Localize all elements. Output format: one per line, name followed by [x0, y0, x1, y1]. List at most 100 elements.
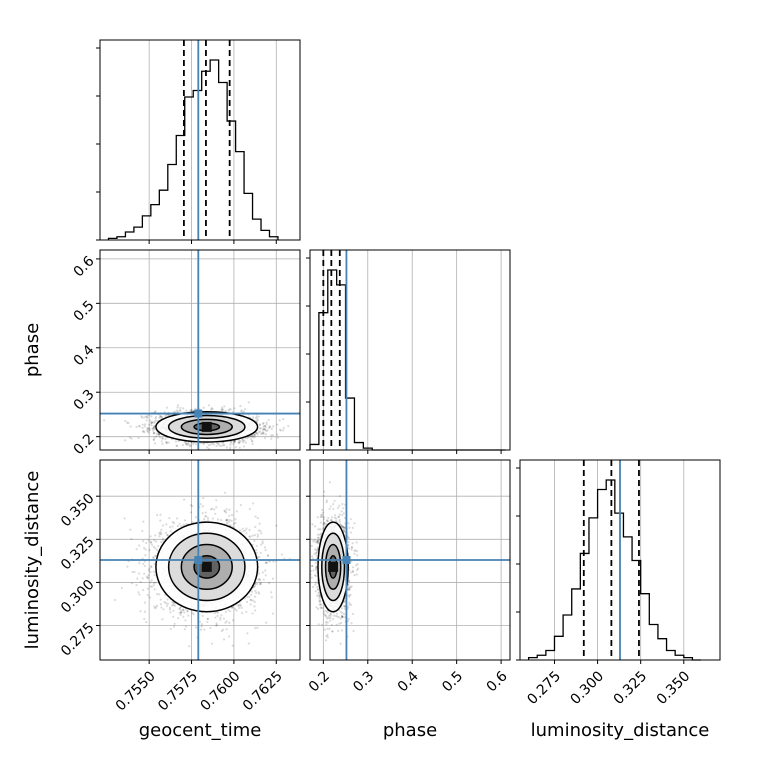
sample-point [243, 408, 247, 411]
sample-point [242, 440, 245, 444]
sample-point [153, 563, 156, 566]
sample-point [152, 432, 155, 435]
sample-point [145, 419, 148, 422]
sample-point [224, 621, 227, 624]
sample-point [270, 434, 273, 437]
sample-point [151, 427, 154, 430]
histogram-luminosity_distance [527, 479, 702, 661]
sample-point [225, 628, 228, 631]
sample-point [151, 420, 154, 423]
sample-point [165, 604, 169, 607]
sample-point [154, 417, 157, 420]
sample-point [113, 598, 117, 602]
sample-point [209, 408, 213, 411]
sample-point [258, 427, 262, 430]
sample-point [183, 628, 186, 631]
sample-point [238, 441, 241, 444]
sample-point [249, 598, 252, 602]
sample-point [211, 442, 214, 445]
x-tick-label: 0.300 [568, 668, 608, 708]
sample-point [199, 628, 203, 631]
sample-point [152, 545, 155, 548]
sample-point [261, 431, 264, 434]
sample-point [282, 418, 285, 421]
sample-point [252, 436, 255, 439]
sample-point [177, 617, 180, 620]
sample-point [209, 626, 212, 630]
sample-point [239, 529, 242, 532]
sample-point [237, 441, 240, 444]
sample-point [147, 539, 150, 542]
y-tick-label: 0.6 [71, 253, 98, 280]
sample-point [226, 518, 229, 521]
sample-point [160, 440, 163, 443]
sample-point [154, 534, 157, 537]
sample-point [171, 600, 174, 604]
sample-point [247, 436, 250, 439]
sample-point [257, 572, 261, 575]
sample-point [184, 625, 188, 628]
sample-point [159, 519, 162, 522]
sample-point [167, 441, 170, 444]
sample-point [254, 584, 257, 587]
histogram-geocent_time [107, 59, 279, 240]
sample-point [282, 426, 285, 429]
sample-point [245, 610, 248, 613]
sample-point [265, 423, 268, 426]
sample-point [188, 445, 192, 448]
sample-point [164, 602, 168, 605]
sample-point [229, 408, 232, 411]
sample-point [266, 429, 269, 432]
density-peak [201, 421, 212, 432]
sample-point [152, 570, 155, 573]
sample-point [272, 560, 275, 563]
sample-point [207, 444, 210, 447]
sample-point [153, 574, 156, 577]
sample-point [146, 587, 149, 590]
sample-point [245, 437, 249, 440]
sample-point [152, 431, 156, 435]
sample-point [245, 600, 249, 603]
sample-point [144, 423, 147, 426]
sample-point [216, 614, 219, 618]
sample-point [103, 419, 106, 422]
sample-point [146, 426, 149, 430]
sample-point [152, 426, 156, 429]
sample-point [143, 431, 146, 434]
sample-point [215, 624, 219, 627]
sample-point [186, 609, 189, 613]
sample-point [247, 401, 250, 404]
sample-point [232, 440, 235, 443]
sample-point [258, 522, 261, 525]
sample-point [142, 430, 145, 433]
sample-point [249, 603, 252, 606]
sample-point [220, 408, 223, 411]
sample-point [195, 626, 198, 629]
sample-point [150, 543, 154, 546]
sample-point [143, 560, 146, 563]
sample-point [234, 521, 237, 525]
sample-point [194, 516, 197, 519]
sample-point [179, 611, 183, 614]
sample-point [150, 421, 153, 424]
sample-point [181, 443, 185, 447]
sample-point [223, 405, 226, 408]
sample-point [141, 540, 145, 543]
sample-point [253, 435, 256, 438]
sample-point [271, 577, 275, 580]
sample-point [222, 617, 225, 620]
sample-point [224, 409, 227, 413]
sample-point [138, 562, 141, 565]
diag-grid-phase [322, 250, 502, 450]
sample-point [199, 503, 202, 506]
sample-point [178, 611, 181, 614]
sample-point [261, 432, 264, 435]
sample-point [138, 593, 141, 596]
sample-point [278, 428, 281, 431]
sample-point [155, 606, 158, 609]
sample-point [147, 576, 150, 579]
sample-point [259, 582, 262, 586]
sample-point [259, 432, 263, 435]
sample-point [176, 406, 179, 409]
axes-frame [99, 39, 301, 241]
